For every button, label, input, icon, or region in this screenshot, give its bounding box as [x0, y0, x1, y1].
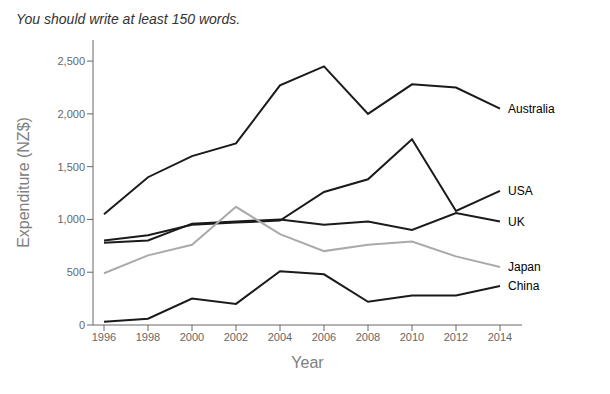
svg-text:2002: 2002	[224, 331, 248, 343]
svg-text:2010: 2010	[400, 331, 424, 343]
html-text:You should write at least 150: You should write at least 150 words.	[16, 11, 241, 27]
svg-text:2014: 2014	[488, 331, 512, 343]
svg-text:500: 500	[67, 266, 85, 278]
svg-text:2012: 2012	[444, 331, 468, 343]
svg-text:1998: 1998	[136, 331, 160, 343]
svg-text:Australia: Australia	[508, 102, 555, 116]
svg-text:2,000: 2,000	[57, 108, 85, 120]
svg-text:1,500: 1,500	[57, 161, 85, 173]
svg-text:Japan: Japan	[508, 260, 541, 274]
svg-text:China: China	[508, 279, 540, 293]
svg-text:1996: 1996	[92, 331, 116, 343]
svg-text:2,500: 2,500	[57, 55, 85, 67]
svg-text:2004: 2004	[268, 331, 292, 343]
svg-text:Year: Year	[291, 354, 324, 371]
svg-text:2008: 2008	[356, 331, 380, 343]
svg-text:1,000: 1,000	[57, 213, 85, 225]
svg-text:Expenditure (NZ$): Expenditure (NZ$)	[15, 117, 32, 248]
svg-text:2000: 2000	[180, 331, 204, 343]
svg-text:USA: USA	[508, 184, 533, 198]
svg-text:UK: UK	[508, 215, 525, 229]
svg-text:0: 0	[79, 319, 85, 331]
svg-text:2006: 2006	[312, 331, 336, 343]
